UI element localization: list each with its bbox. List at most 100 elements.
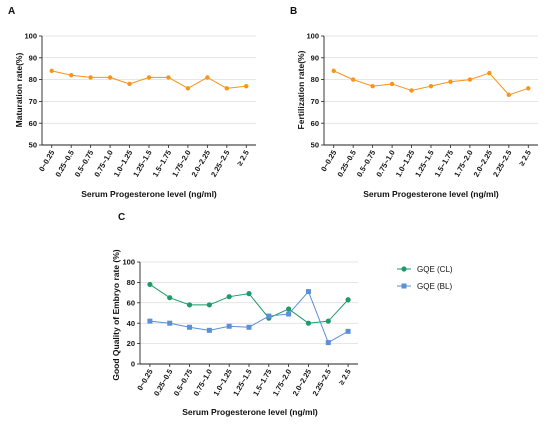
panel-a-x-tick-label: ≥ 2.5 (235, 148, 251, 167)
legend-item-gqe-bl: GQE (BL) (397, 282, 452, 291)
panel-b-data-point (350, 77, 356, 82)
panel-a-y-ticks: 50 60 70 80 90 100 (24, 32, 42, 150)
panel-a-data-point (68, 73, 74, 78)
panel-a-y-tick-label: 90 (29, 53, 37, 62)
panel-a-data-point (88, 75, 93, 80)
panel-a-y-tick-label: 80 (29, 75, 37, 84)
panel-a-series (49, 68, 249, 91)
panel-b-data-point (331, 68, 336, 74)
panel-a-x-tick-label: 2.25~2.5 (209, 149, 231, 179)
panel-b-series (331, 68, 531, 98)
panel-c-grid (140, 261, 358, 344)
panel-a-axes (41, 36, 256, 146)
panel-c-series-line-1 (149, 290, 349, 344)
panel-c-data-point (187, 324, 193, 330)
panel-a-y-tick-label: 50 (29, 141, 37, 150)
panel-c-series (147, 281, 351, 346)
panel-a-data-point (166, 75, 171, 80)
panel-b: B Fertilization rate(%) Serum Progestero… (290, 6, 538, 199)
legend-label-gqe-cl: GQE (CL) (417, 265, 453, 274)
panel-c-y-tick-label: 100 (122, 258, 135, 267)
panel-a-data-point (127, 81, 132, 87)
panel-c-x-axis-title: Serum Progesterone level (ng/ml) (182, 407, 318, 417)
panel-a-data-point (107, 75, 113, 80)
panel-c-y-tick-label: 0 (131, 360, 135, 369)
panel-c-data-point (305, 320, 312, 326)
panel-c-data-point (226, 323, 232, 329)
panel-b-data-point (428, 83, 434, 89)
panel-c-data-point (325, 318, 331, 324)
panel-a-y-tick-label: 100 (24, 32, 37, 41)
panel-b-x-ticks: 0~0.250.25~0.50.5~0.750.75~1.01.0~1.251.… (319, 145, 533, 178)
panel-c-data-point (167, 320, 173, 326)
panel-c-data-point (246, 324, 252, 330)
panel-b-data-point (506, 92, 512, 98)
panel-c-data-point (286, 311, 292, 317)
panel-a-data-point (49, 68, 54, 74)
panel-b-y-ticks: 50 60 70 80 90 100 (306, 32, 324, 150)
panel-a-y-tick-label: 60 (29, 119, 37, 128)
panel-a-x-tick-label: 0~0.25 (37, 149, 56, 174)
panel-b-data-point (526, 86, 531, 91)
panel-c-data-point (345, 297, 351, 303)
panel-a-data-point (205, 75, 210, 80)
panel-c-y-axis-title: Good Quality of Embryo rate (%) (111, 249, 121, 380)
panel-b-y-tick-label: 70 (311, 97, 319, 106)
panel-c-data-point (167, 295, 173, 301)
panel-c-y-ticks: 0 20 40 60 80 100 (122, 258, 140, 369)
panel-b-x-axis-title: Serum Progesterone level (ng/ml) (363, 189, 499, 199)
panel-c-x-tick-label: 2.25~2.5 (311, 368, 333, 398)
panel-b-x-tick-label: 2.25~2.5 (491, 149, 513, 179)
panel-b-data-point (467, 77, 473, 82)
panel-c-data-point (206, 327, 212, 333)
legend-item-gqe-cl: GQE (CL) (397, 265, 453, 274)
panel-c-y-tick-label: 40 (127, 319, 135, 328)
panel-b-y-tick-label: 60 (311, 119, 319, 128)
panel-b-y-tick-label: 100 (306, 32, 319, 41)
legend: GQE (CL) GQE (BL) (397, 265, 453, 291)
legend-marker-gqe-bl (401, 283, 407, 289)
panel-c-letter: C (118, 212, 125, 223)
panel-c-data-point (147, 318, 153, 324)
panel-b-letter: B (290, 6, 297, 17)
panel-b-data-point (448, 79, 453, 84)
panel-c-x-ticks: 0~0.250.25~0.50.5~0.750.75~1.01.0~1.251.… (135, 364, 353, 397)
panel-b-data-point (389, 81, 395, 87)
panel-a-y-tick-label: 70 (29, 97, 37, 106)
panel-c-y-tick-label: 60 (127, 298, 135, 307)
panel-a-data-point (244, 83, 249, 89)
panel-c-data-point (325, 340, 331, 346)
panel-a-x-axis-title: Serum Progesterone level (ng/ml) (81, 189, 217, 199)
panel-b-data-point (487, 70, 492, 76)
panel-c-data-point (186, 302, 193, 308)
panel-c-x-tick-label: ≥ 2.5 (337, 368, 353, 387)
panel-b-y-tick-label: 80 (311, 75, 319, 84)
panel-c-x-tick-label: 0~0.25 (135, 368, 154, 393)
panel-b-axes (323, 36, 538, 146)
panel-b-x-tick-label: 0~0.25 (319, 149, 338, 174)
panel-b-y-tick-label: 50 (311, 141, 319, 150)
panel-c-data-point (305, 289, 311, 295)
panel-a-data-point (224, 86, 230, 91)
panel-b-data-point (409, 88, 414, 93)
panel-a-y-axis-title: Maturation rate(%) (14, 53, 24, 128)
panel-a-x-ticks: 0~0.250.25~0.50.5~0.750.75~1.01.0~1.251.… (37, 145, 251, 178)
panel-c-axes (139, 262, 358, 365)
panel-b-grid (324, 35, 538, 124)
panel-c-data-point (345, 328, 351, 334)
panel-b-series-line-0 (333, 70, 529, 96)
panel-a-data-point (185, 86, 191, 91)
panel-c-data-point (266, 313, 272, 319)
panel-a: A Maturation rate(%) Serum Progesterone … (8, 6, 256, 199)
panel-c-data-point (286, 306, 292, 312)
panel-c-y-tick-label: 20 (127, 339, 135, 348)
panel-c: C Good Quality of Embryo rate (%) Serum … (111, 212, 453, 417)
panel-b-y-axis-title: Fertilization rate(%) (296, 50, 306, 129)
panel-b-y-tick-label: 90 (311, 53, 319, 62)
panel-c-y-tick-label: 80 (127, 278, 135, 287)
legend-label-gqe-bl: GQE (BL) (417, 282, 452, 291)
panel-c-data-point (246, 291, 252, 297)
panel-b-data-point (370, 83, 375, 89)
panel-a-letter: A (8, 6, 15, 17)
